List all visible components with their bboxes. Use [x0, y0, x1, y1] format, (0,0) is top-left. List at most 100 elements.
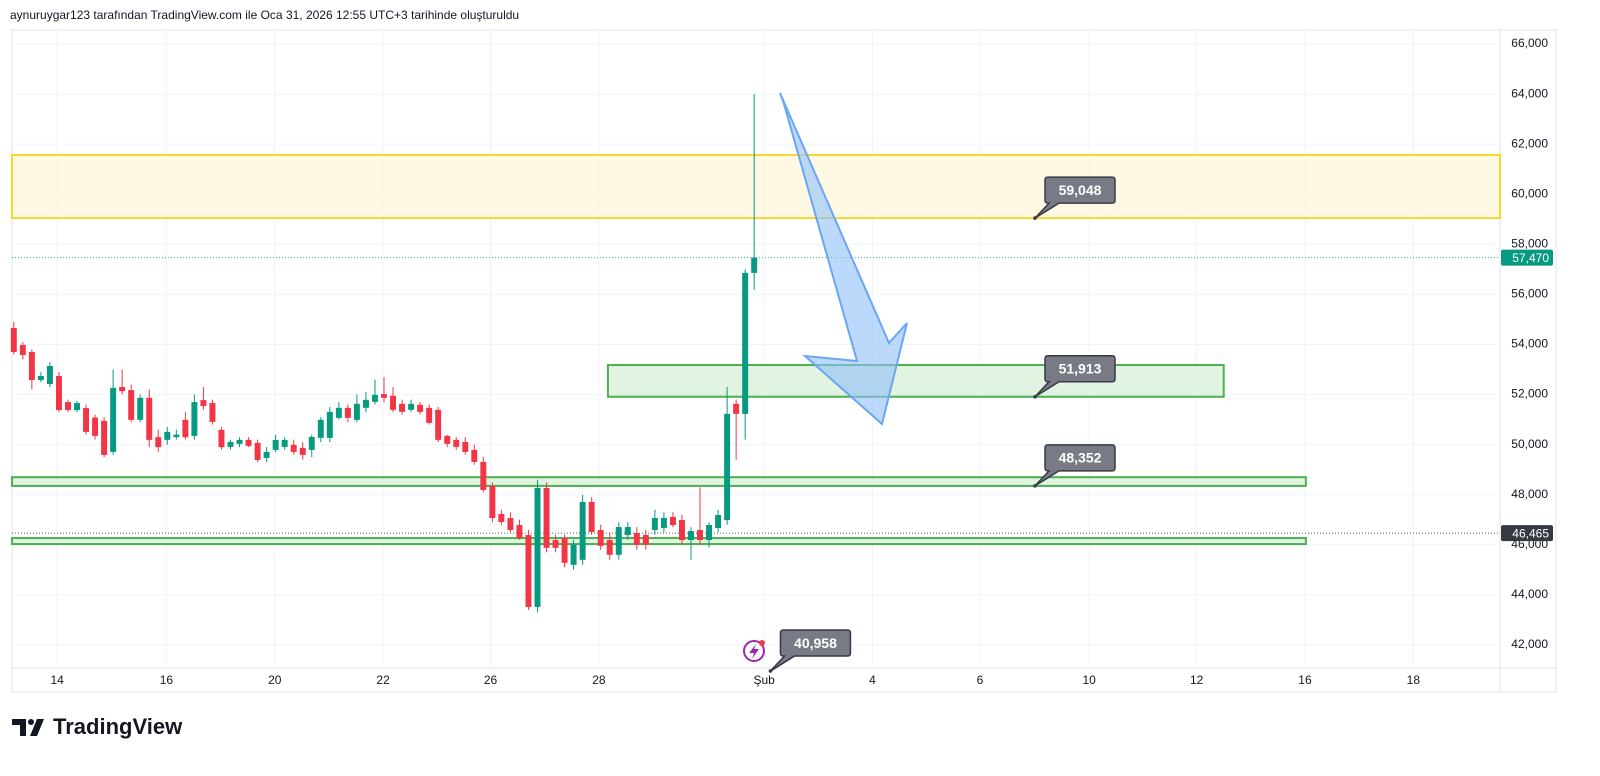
candle-body — [660, 518, 667, 529]
candle-body — [642, 535, 649, 545]
callout-box — [769, 629, 852, 672]
candle-body — [37, 376, 44, 381]
last-price-tag-label: 57,470 — [1512, 251, 1549, 265]
candle-body — [561, 538, 568, 563]
candle-body — [119, 387, 126, 392]
candle-body — [137, 397, 144, 420]
x-tick-label: 18 — [1407, 673, 1421, 687]
candle-body — [74, 403, 80, 411]
candle-body — [615, 527, 622, 555]
frame — [11, 29, 1557, 693]
candle-body — [317, 419, 324, 438]
callout-label: 48,352 — [1059, 450, 1102, 466]
candle-body — [128, 390, 135, 420]
candle-body — [344, 407, 351, 418]
zone — [11, 537, 1307, 546]
candle-body — [272, 439, 279, 450]
x-tick-label: 20 — [268, 673, 282, 687]
candle-body — [371, 394, 378, 402]
candle-body — [399, 403, 406, 412]
y-tick-label: 48,000 — [1511, 487, 1548, 501]
candle-body — [263, 451, 270, 458]
y-tick-label: 52,000 — [1511, 387, 1548, 401]
callout-anchor — [1033, 394, 1037, 399]
candle-body — [570, 544, 577, 565]
candle-body — [543, 487, 550, 548]
candle-body — [92, 417, 99, 436]
zone — [11, 476, 1307, 487]
candle-body — [516, 525, 523, 539]
candle-body — [164, 431, 171, 440]
candle-body — [83, 408, 90, 432]
y-tick-label: 60,000 — [1511, 186, 1548, 200]
candle-body — [101, 420, 108, 455]
candle-body — [706, 525, 713, 541]
y-tick-label: 56,000 — [1511, 287, 1548, 301]
y-tick-label: 50,000 — [1511, 437, 1548, 451]
candle-body — [65, 402, 71, 411]
candle-body — [534, 487, 541, 607]
candle-body — [182, 419, 189, 438]
candle-body — [218, 429, 225, 448]
candle-body — [236, 439, 243, 444]
candle-body — [688, 531, 694, 541]
candle-body — [408, 403, 415, 410]
candle-body — [55, 376, 62, 411]
candle-body — [525, 535, 532, 607]
y-tick-label: 64,000 — [1511, 86, 1548, 100]
callout-anchor — [768, 669, 773, 673]
candle-body — [498, 514, 505, 523]
candle-body — [281, 439, 288, 447]
candle-body — [435, 409, 442, 440]
callout-label: 51,913 — [1059, 360, 1102, 376]
x-tick-label: 10 — [1082, 673, 1096, 687]
candle-body — [209, 403, 216, 422]
arrow — [779, 92, 908, 426]
callout-box — [1034, 176, 1116, 219]
candle-body — [579, 501, 586, 560]
x-tick-label: Şub — [753, 673, 775, 687]
candle-body — [597, 530, 604, 546]
candle-body — [308, 436, 315, 450]
candle-body — [480, 461, 487, 490]
y-tick-label: 62,000 — [1511, 136, 1548, 150]
candle-body — [651, 518, 658, 531]
candle-body — [155, 437, 162, 448]
x-tick-label: 6 — [977, 673, 984, 687]
y-tick-label: 54,000 — [1511, 337, 1548, 351]
candle-body — [724, 413, 731, 521]
x-tick-label: 16 — [160, 673, 174, 687]
callout-anchor — [1033, 484, 1037, 488]
candle-body — [191, 402, 198, 436]
last-price-tag — [1501, 249, 1553, 266]
candle-body — [697, 530, 703, 541]
x-tick-label: 4 — [869, 673, 876, 687]
x-tick-label: 16 — [1298, 673, 1312, 687]
candle-body — [633, 533, 640, 545]
prev-price-tag-label: 46,465 — [1512, 526, 1549, 540]
x-tick-label: 12 — [1190, 673, 1204, 687]
callout-box — [1034, 444, 1116, 487]
candle-body — [381, 394, 387, 398]
candle-body — [669, 517, 676, 526]
prev-price-tag — [1501, 525, 1553, 542]
callout-label: 59,048 — [1059, 182, 1102, 198]
candle-body — [444, 435, 451, 444]
attribution: aynuruygar123 tarafından TradingView.com… — [10, 8, 519, 22]
y-tick-label: 42,000 — [1511, 637, 1548, 651]
alert-icon — [743, 640, 765, 662]
candle-body — [299, 447, 306, 455]
candle-body — [335, 407, 342, 418]
candle-body — [453, 439, 460, 447]
candle-body — [146, 397, 153, 440]
candle-body — [326, 411, 333, 438]
zone — [606, 364, 1225, 398]
candle-body — [742, 272, 749, 414]
candle-body — [200, 400, 207, 407]
candle-body — [19, 344, 26, 356]
candle-body — [489, 485, 496, 519]
candle-body — [715, 515, 722, 529]
candle-body — [588, 501, 595, 533]
candle-body — [624, 527, 631, 536]
